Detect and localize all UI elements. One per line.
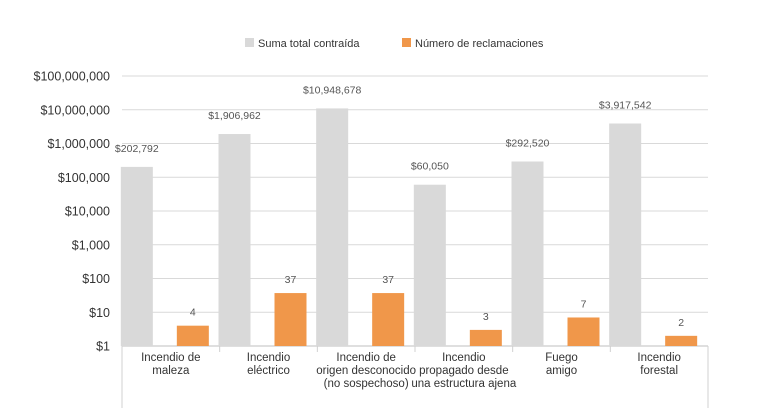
x-category-label-line: maleza bbox=[152, 365, 190, 377]
y-tick-label: $100,000,000 bbox=[34, 70, 111, 84]
x-category-label-line: amigo bbox=[546, 365, 577, 377]
x-category-label: Incendio de maleza bbox=[141, 352, 200, 377]
x-category-label-line: Incendio bbox=[247, 352, 290, 364]
x-category-label-line: Incendio de bbox=[141, 352, 200, 364]
data-label-reclamaciones: 37 bbox=[285, 274, 297, 286]
bar-reclamaciones bbox=[665, 335, 698, 346]
x-category-label-line: origen desconocido bbox=[316, 365, 416, 377]
data-label-suma-total: $202,792 bbox=[115, 143, 159, 155]
x-category-label: Incendio eléctrico bbox=[247, 352, 290, 377]
x-category-label: Fuego amigo bbox=[545, 352, 578, 377]
data-label-suma-total: $60,050 bbox=[411, 161, 449, 173]
data-label-suma-total: $1,906,962 bbox=[208, 110, 261, 122]
y-tick-label: $1,000 bbox=[72, 238, 110, 252]
legend-label-reclamaciones: Número de reclamaciones bbox=[415, 38, 544, 50]
x-category-label: Incendio de origen desconocido (no sospech… bbox=[316, 352, 416, 390]
data-label-suma-total: $292,520 bbox=[506, 138, 550, 150]
x-category-label-line: Fuego bbox=[545, 352, 578, 364]
bar-reclamaciones bbox=[469, 329, 502, 346]
data-label-reclamaciones: 37 bbox=[382, 274, 394, 286]
y-tick-label: $10 bbox=[89, 306, 110, 320]
y-tick-label: $1 bbox=[96, 340, 110, 354]
bar-suma-total bbox=[120, 166, 153, 346]
y-tick-label: $100,000 bbox=[58, 171, 110, 185]
bar-suma-total bbox=[218, 134, 251, 346]
bar-reclamaciones bbox=[274, 293, 307, 346]
x-category-label-line: propagado desde bbox=[419, 365, 509, 377]
bar-reclamaciones bbox=[372, 293, 405, 346]
bar-suma-total bbox=[511, 161, 544, 346]
data-label-reclamaciones: 7 bbox=[581, 298, 587, 310]
legend-swatch-reclamaciones bbox=[402, 38, 411, 47]
legend-swatch-suma-total bbox=[245, 38, 254, 47]
data-label-reclamaciones: 3 bbox=[483, 311, 489, 323]
x-category-label: Incendio propagado desde una estructura aj… bbox=[411, 352, 516, 390]
x-category-label-line: Incendio bbox=[442, 352, 485, 364]
data-label-reclamaciones: 4 bbox=[190, 307, 196, 319]
legend-label-suma-total: Suma total contraída bbox=[258, 38, 360, 50]
x-category-label-line: (no sospechoso) bbox=[324, 378, 409, 390]
bar-suma-total bbox=[413, 184, 446, 346]
x-category-label-line: Incendio bbox=[637, 352, 680, 364]
x-category-label-line: Incendio de bbox=[336, 352, 395, 364]
data-label-suma-total: $3,917,542 bbox=[599, 99, 652, 111]
data-label-reclamaciones: 2 bbox=[678, 317, 684, 329]
bar-suma-total bbox=[316, 108, 349, 346]
y-tick-label: $10,000 bbox=[65, 205, 110, 219]
y-tick-label: $1,000,000 bbox=[47, 137, 110, 151]
x-category-label-line: una estructura ajena bbox=[411, 378, 516, 390]
x-category-label-line: forestal bbox=[640, 365, 678, 377]
data-label-suma-total: $10,948,678 bbox=[303, 84, 362, 96]
bar-suma-total bbox=[609, 123, 642, 347]
x-category-label-line: eléctrico bbox=[247, 365, 290, 377]
y-tick-label: $100 bbox=[82, 272, 110, 286]
bar-reclamaciones bbox=[567, 317, 600, 346]
bar-reclamaciones bbox=[176, 325, 209, 346]
y-tick-label: $10,000,000 bbox=[40, 103, 110, 117]
x-category-label: Incendio forestal bbox=[637, 352, 680, 377]
